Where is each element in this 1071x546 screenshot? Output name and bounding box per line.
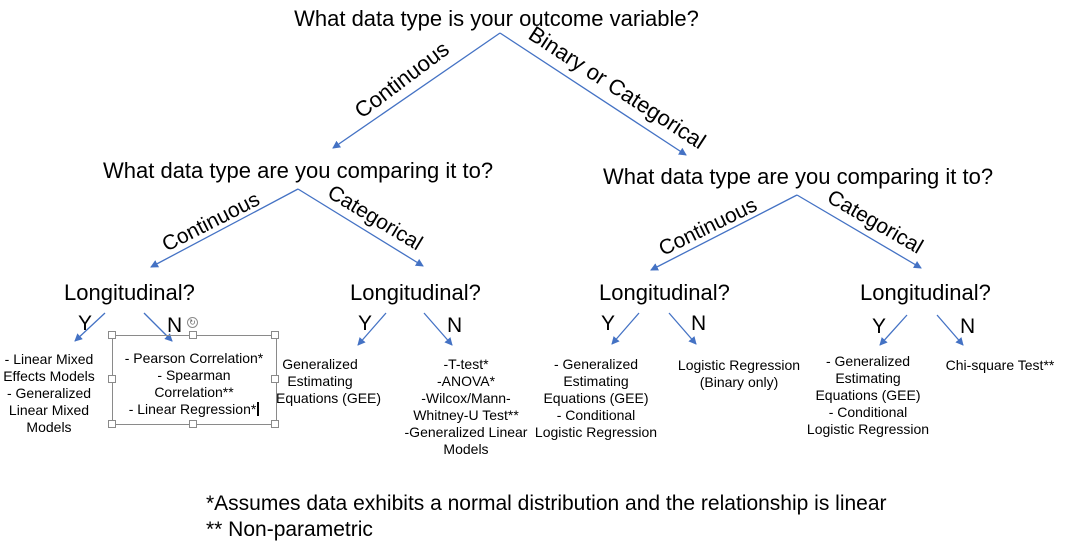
method-line: - Pearson Correlation* [124,350,264,366]
edge-lc-no [143,312,173,342]
yes-label-left-categorical: Y [358,312,373,335]
methods-left-categorical-no: -T-test* -ANOVA* -Wilcox/Mann- Whitney-U… [396,356,536,458]
method-line: - Generalized [6,385,92,401]
method-line: Logistic Regression [677,357,801,373]
edge-rk-yes [879,314,908,346]
method-line: Generalized [282,356,358,372]
no-label-right-continuous: N [691,312,707,335]
method-line: Logistic Regression [806,421,930,437]
methods-left-continuous-no[interactable]: - Pearson Correlation* - Spearman Correl… [113,350,275,418]
yes-label-right-categorical: Y [872,315,887,338]
methods-right-continuous-yes: - Generalized Estimating Equations (GEE)… [530,356,662,441]
edge-rk-no [936,314,964,346]
longitudinal-right-continuous: Longitudinal? [599,280,730,305]
resize-handle[interactable] [271,420,279,428]
method-line-with-caret: - Linear Regression* [113,401,275,418]
no-label-right-categorical: N [960,315,976,338]
methods-right-categorical-no: Chi-square Test** [940,357,1060,374]
method-line: Equations (GEE) [815,387,921,403]
method-line: - Conditional [828,404,908,420]
right-question: What data type are you comparing it to? [603,164,994,189]
resize-handle[interactable] [108,420,116,428]
root-question: What data type is your outcome variable? [294,6,699,31]
methods-right-continuous-no: Logistic Regression (Binary only) [670,357,808,391]
edge-right-categorical [796,194,922,269]
methods-right-categorical-yes: - Generalized Estimating Equations (GEE)… [802,353,934,438]
rotate-handle-icon[interactable]: ↻ [187,317,198,328]
edge-left-categorical [297,188,424,267]
edge-lc-yes [74,312,106,342]
no-label-left-continuous: N [167,314,183,337]
resize-handle[interactable] [108,375,116,383]
edge-root-binary [499,32,687,156]
method-line: -ANOVA* [436,373,496,389]
method-line: - Generalized [553,356,639,372]
method-line: Effects Models [3,368,95,384]
method-line: (Binary only) [699,374,779,390]
method-line: Logistic Regression [534,424,658,440]
edge-lk-yes [357,312,387,346]
resize-handle[interactable] [271,375,279,383]
edge-right-continuous [650,194,798,271]
footnote-nonparametric: ** Non-parametric [206,518,373,541]
edge-lk-no [423,312,453,346]
longitudinal-left-categorical: Longitudinal? [350,280,481,305]
method-line: -T-test* [443,356,489,372]
no-label-left-categorical: N [447,314,463,337]
method-line: - Linear Mixed [4,351,94,367]
resize-handle[interactable] [271,331,279,339]
method-line: Linear Mixed [8,402,90,418]
resize-handle[interactable] [189,420,197,428]
left-question: What data type are you comparing it to? [103,158,494,183]
method-line: Models [26,419,72,435]
method-line: Models [443,441,489,457]
method-line: Whitney-U Test** [413,407,519,423]
footnotes: *Assumes data exhibits a normal distribu… [206,491,887,543]
method-line: Equations (GEE) [543,390,649,406]
resize-handle[interactable] [108,331,116,339]
method-line: Chi-square Test** [945,357,1055,373]
longitudinal-left-continuous: Longitudinal? [64,280,195,305]
edge-rc-yes [611,312,640,345]
methods-left-categorical-yes: Generalized Estimating Equations (GEE) [276,356,382,407]
edge-left-continuous [150,188,299,268]
method-line: - Conditional [556,407,636,423]
method-line: Estimating [287,373,353,389]
method-line: - Spearman [157,367,231,383]
method-line: Correlation** [154,384,234,400]
method-line: - Linear Regression* [128,401,257,417]
longitudinal-right-categorical: Longitudinal? [860,280,991,305]
footnote-normality: *Assumes data exhibits a normal distribu… [206,492,887,515]
methods-left-continuous-yes: - Linear Mixed Effects Models - Generali… [0,351,98,436]
method-line: Estimating [563,373,629,389]
method-line: Equations (GEE) [276,390,382,406]
yes-label-left-continuous: Y [78,312,93,335]
method-line: Estimating [835,370,901,386]
method-line: -Generalized Linear [404,424,528,440]
edge-root-continuous [332,32,501,149]
method-line: -Wilcox/Mann- [421,390,511,406]
text-caret [257,402,260,416]
method-line: - Generalized [825,353,911,369]
resize-handle[interactable] [189,331,197,339]
yes-label-right-continuous: Y [601,312,616,335]
edge-rc-no [668,312,697,345]
